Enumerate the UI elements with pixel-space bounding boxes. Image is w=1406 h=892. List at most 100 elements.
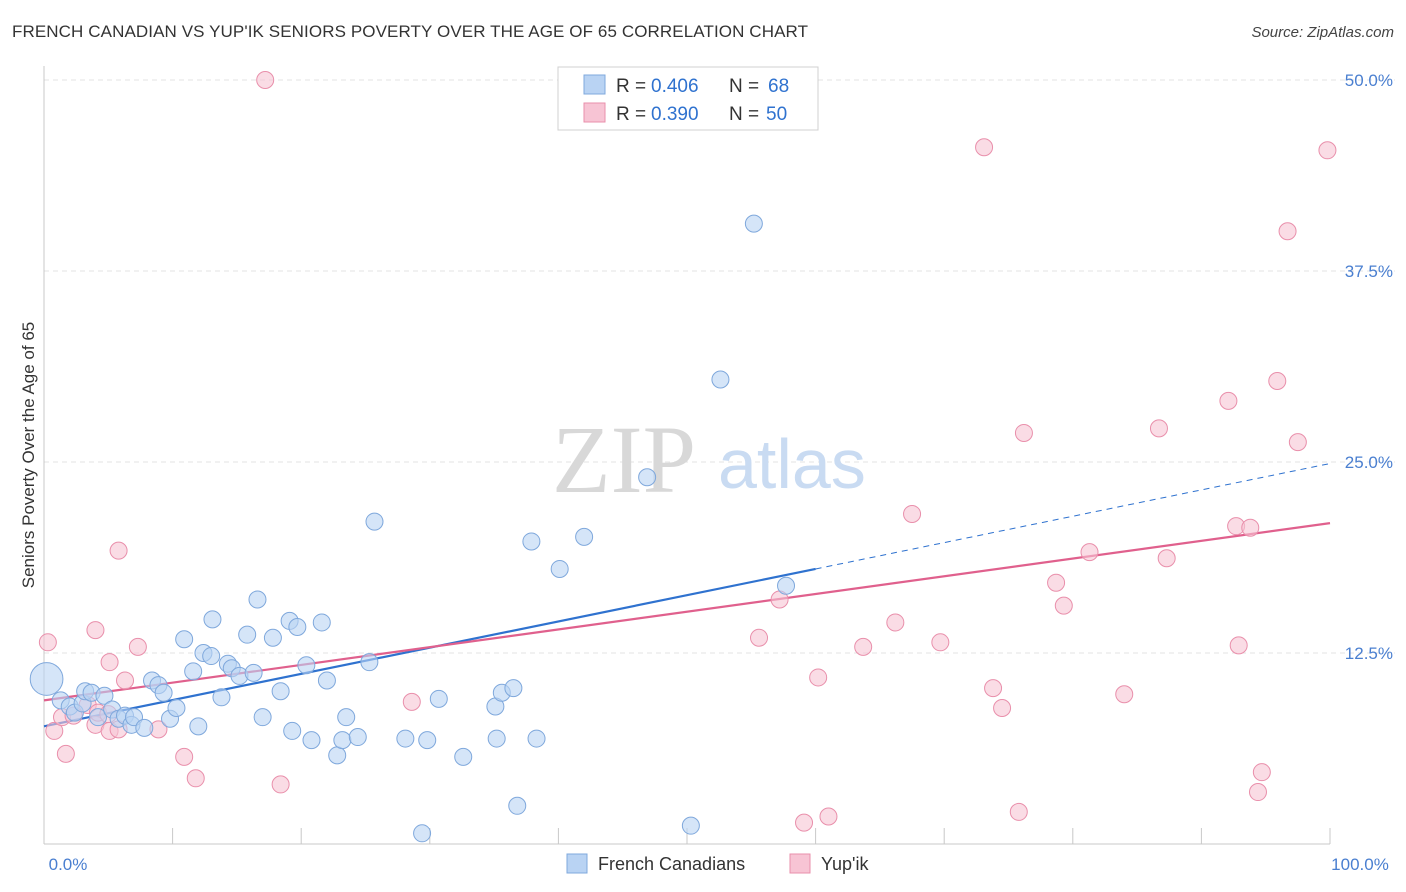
y-axis-title: Seniors Poverty Over the Age of 65: [19, 322, 38, 588]
x-tick-label-end: 100.0%: [1331, 855, 1389, 874]
point-french-canadians-34: [263, 628, 282, 647]
point-yupik-29: [903, 504, 922, 523]
point-french-canadians-58: [508, 796, 527, 815]
point-french-canadians-49: [396, 729, 415, 748]
trend-line-french-canadians-extension: [815, 463, 1331, 570]
point-yupik-28: [886, 613, 905, 632]
point-yupik-34: [1009, 802, 1028, 821]
gridlines: [44, 79, 1395, 654]
point-french-canadians-35: [271, 682, 290, 701]
point-yupik-42: [1219, 391, 1238, 410]
point-yupik-46: [1248, 783, 1267, 802]
legend-n-value-2: 50: [766, 104, 787, 125]
point-french-canadians-61: [550, 559, 569, 578]
point-yupik-25: [809, 668, 828, 687]
point-yupik-37: [1054, 596, 1073, 615]
point-french-canadians-39: [297, 656, 316, 675]
point-yupik-45: [1241, 518, 1260, 537]
point-french-canadians-19: [167, 699, 186, 718]
point-yupik-32: [984, 679, 1003, 698]
point-french-canadians-45: [337, 708, 356, 727]
legend-r-label-2: R =: [616, 104, 646, 125]
legend-r-value-1: 0.406: [651, 76, 699, 97]
correlation-legend: R = 0.406 N = 68 R = 0.390 N = 50: [557, 66, 819, 131]
legend-swatch-blue: [583, 74, 606, 95]
y-tick-label-1: 25.0%: [1345, 453, 1393, 472]
point-french-canadians-8: [95, 686, 114, 705]
y-tick-label-2: 37.5%: [1345, 262, 1393, 281]
point-yupik-15: [128, 637, 147, 656]
point-french-canadians-31: [244, 663, 263, 682]
point-french-canadians-48: [365, 512, 384, 531]
point-french-canadians-20: [175, 630, 194, 649]
point-french-canadians-30: [238, 625, 257, 644]
point-yupik-24: [795, 813, 814, 832]
point-yupik-19: [256, 71, 275, 89]
legend-n-label-1: N =: [729, 76, 759, 97]
point-french-canadians-65: [711, 370, 730, 389]
source-credit: Source: ZipAtlas.com: [1251, 24, 1394, 41]
point-french-canadians-50: [413, 824, 432, 843]
legend-swatch-pink: [583, 102, 606, 123]
chart-title: FRENCH CANADIAN VS YUP'IK SENIORS POVERT…: [12, 22, 809, 41]
point-french-canadians-66: [744, 214, 763, 233]
point-french-canadians-21: [184, 662, 203, 681]
point-french-canadians-43: [328, 746, 347, 765]
point-yupik-39: [1115, 685, 1134, 704]
point-french-canadians-24: [202, 647, 221, 666]
point-french-canadians-17: [154, 683, 173, 702]
watermark: ZIP atlas: [552, 406, 866, 513]
point-french-canadians-57: [504, 679, 523, 698]
point-yupik-41: [1157, 549, 1176, 568]
point-french-canadians-7: [89, 708, 108, 727]
point-yupik-49: [1278, 222, 1297, 241]
point-yupik-0: [38, 633, 57, 652]
watermark-atlas: atlas: [718, 425, 866, 503]
point-yupik-35: [1014, 423, 1033, 442]
point-french-canadians-32: [248, 590, 267, 609]
point-french-canadians-33: [253, 708, 272, 727]
point-yupik-36: [1047, 573, 1066, 592]
series-label-french-canadians: French Canadians: [598, 854, 745, 874]
point-french-canadians-67: [777, 576, 796, 595]
point-yupik-1: [45, 721, 64, 740]
point-french-canadians-22: [189, 717, 208, 736]
point-yupik-22: [750, 628, 769, 647]
point-french-canadians-52: [429, 689, 448, 708]
point-french-canadians-63: [638, 468, 657, 487]
point-yupik-26: [819, 807, 838, 826]
point-yupik-50: [1288, 433, 1307, 452]
y-tick-label-0: 12.5%: [1345, 644, 1393, 663]
legend-r-label-1: R =: [616, 76, 646, 97]
legend-r-value-2: 0.390: [651, 104, 699, 125]
watermark-zip: ZIP: [552, 406, 696, 513]
data-points: [29, 71, 1337, 843]
point-french-canadians-42: [317, 671, 336, 690]
legend-n-value-1: 68: [768, 76, 789, 97]
legend-n-label-2: N =: [729, 104, 759, 125]
point-french-canadians-14: [135, 718, 154, 737]
point-yupik-47: [1252, 763, 1271, 782]
point-french-canadians-41: [312, 613, 331, 632]
point-yupik-31: [975, 138, 994, 157]
point-yupik-3: [56, 744, 75, 763]
point-french-canadians-37: [283, 721, 302, 740]
series-legend: French Canadians Yup'ik: [566, 853, 869, 874]
point-yupik-40: [1149, 419, 1168, 438]
point-french-canadians-25: [203, 610, 222, 629]
point-french-canadians-46: [348, 728, 367, 747]
y-tick-label-3: 50.0%: [1345, 71, 1393, 90]
point-french-canadians-26: [212, 688, 231, 707]
point-french-canadians-60: [527, 729, 546, 748]
point-yupik-48: [1268, 372, 1287, 391]
point-yupik-18: [186, 769, 205, 788]
point-french-canadians-40: [302, 731, 321, 750]
series-swatch-french-canadians: [566, 853, 588, 874]
point-french-canadians-47: [360, 653, 379, 672]
point-french-canadians-62: [575, 527, 594, 546]
point-yupik-14: [109, 541, 128, 560]
point-yupik-38: [1080, 543, 1099, 562]
point-french-canadians-44: [333, 731, 352, 750]
point-yupik-30: [931, 633, 950, 652]
